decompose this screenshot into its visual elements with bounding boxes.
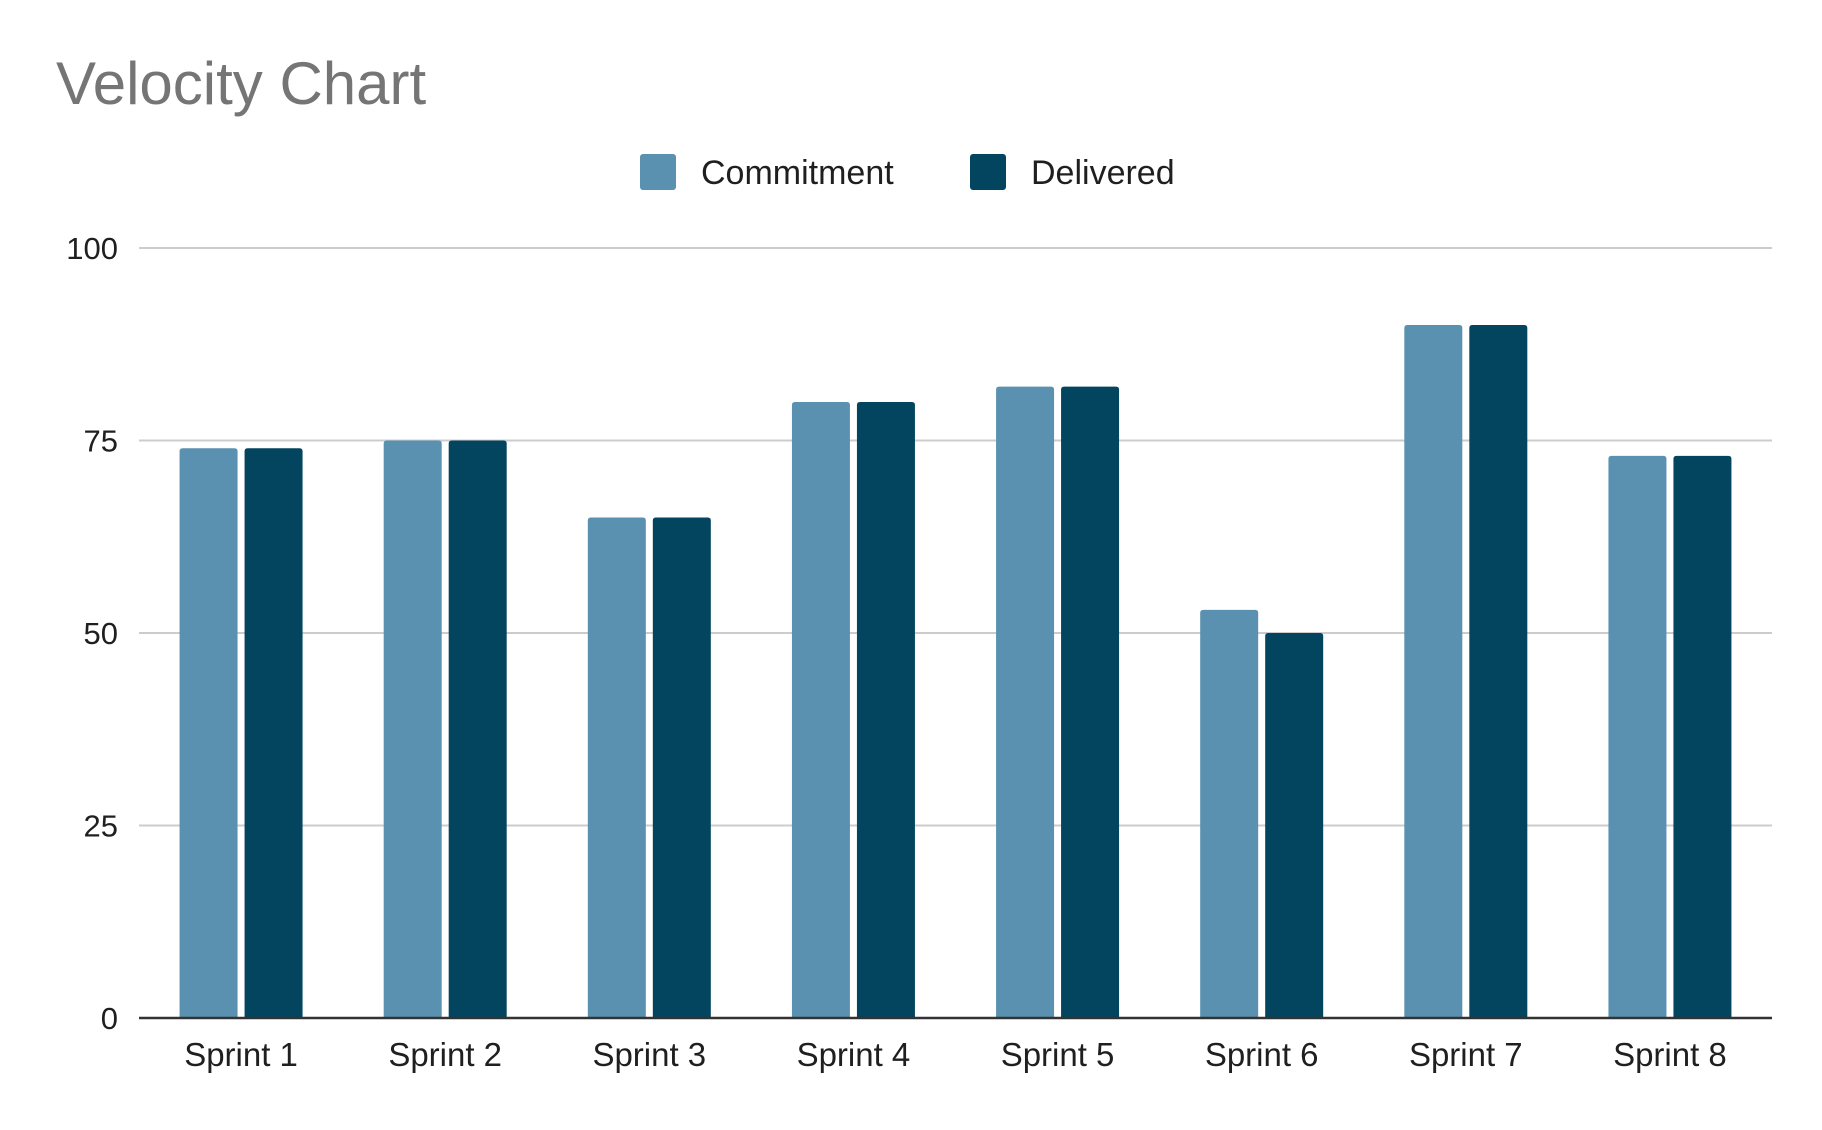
bar-commitment-sprint-8 [1608,455,1667,1018]
x-axis-labels: Sprint 1 Sprint 2 Sprint 3 Sprint 4 Sprint 5… [184,1036,1727,1073]
x-tick-label: Sprint 1 [184,1036,298,1073]
x-tick-label: Sprint 7 [1409,1036,1523,1073]
legend: Commitment Delivered [640,154,1175,192]
bar-delivered-sprint-8 [1673,455,1732,1018]
bar-delivered-sprint-4 [856,402,915,1018]
x-tick-label: Sprint 3 [592,1036,706,1073]
bar-delivered-sprint-6 [1265,633,1324,1018]
bar-commitment-sprint-5 [996,386,1055,1019]
legend-label-commitment: Commitment [701,154,894,192]
legend-label-delivered: Delivered [1031,154,1175,192]
y-tick-label: 50 [84,616,118,651]
bars [179,325,1732,1019]
x-tick-label: Sprint 4 [797,1036,911,1073]
bar-commitment-sprint-3 [587,517,646,1018]
bar-commitment-sprint-6 [1200,609,1259,1018]
bar-commitment-sprint-2 [383,440,442,1018]
y-tick-label: 25 [84,809,118,844]
chart-title: Velocity Chart [56,50,426,117]
bar-delivered-sprint-5 [1061,386,1120,1019]
bar-commitment-sprint-4 [791,402,850,1018]
legend-swatch-commitment [640,154,676,190]
x-tick-label: Sprint 8 [1613,1036,1727,1073]
x-tick-label: Sprint 2 [388,1036,502,1073]
bar-delivered-sprint-7 [1469,325,1528,1018]
bar-commitment-sprint-1 [179,448,238,1018]
y-axis-ticks: 0 25 50 75 100 [66,231,118,1036]
bar-commitment-sprint-7 [1404,325,1463,1018]
x-tick-label: Sprint 6 [1205,1036,1319,1073]
y-tick-label: 75 [84,424,118,459]
legend-swatch-delivered [970,154,1006,190]
bar-delivered-sprint-1 [244,448,303,1018]
y-tick-label: 100 [66,231,118,266]
bar-delivered-sprint-3 [652,517,711,1018]
y-tick-label: 0 [101,1001,118,1036]
bar-delivered-sprint-2 [448,440,507,1018]
x-tick-label: Sprint 5 [1001,1036,1115,1073]
